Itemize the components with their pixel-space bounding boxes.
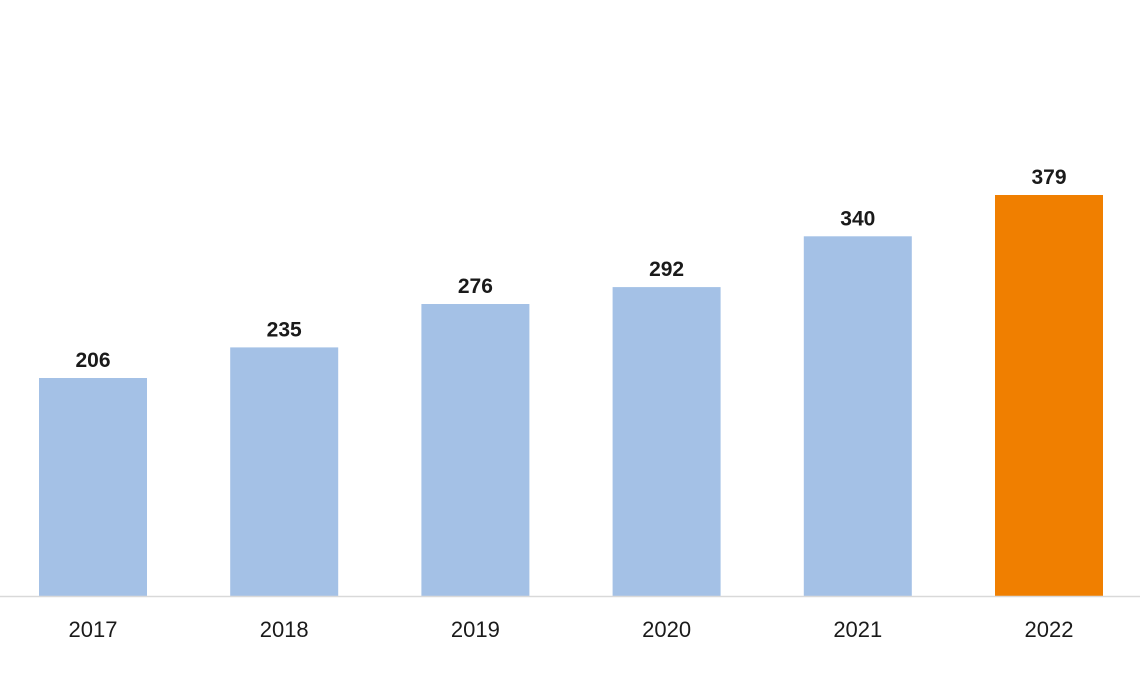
value-label-2019: 276 <box>458 275 493 298</box>
x-tick-label-2021: 2021 <box>833 617 882 642</box>
value-label-2018: 235 <box>267 318 302 341</box>
bar-2019 <box>421 304 530 596</box>
bar-2022 <box>995 195 1103 596</box>
value-label-2017: 206 <box>75 349 110 372</box>
x-tick-label-2017: 2017 <box>69 617 118 642</box>
x-tick-label-2022: 2022 <box>1025 617 1074 642</box>
x-tick-label-2018: 2018 <box>260 617 309 642</box>
bars-group <box>39 195 1103 597</box>
value-label-2021: 340 <box>840 207 875 230</box>
value-labels-group: 206 235 276 292 340 379 <box>75 166 1066 372</box>
bar-2021 <box>803 236 912 597</box>
x-tick-label-2019: 2019 <box>451 617 500 642</box>
x-tick-labels-group: 2017 2018 2019 2020 2021 2022 <box>69 617 1074 642</box>
bar-2017 <box>39 378 147 596</box>
value-label-2022: 379 <box>1031 166 1066 189</box>
x-tick-label-2020: 2020 <box>642 617 691 642</box>
bar-2020 <box>612 287 721 596</box>
bar-2018 <box>230 347 339 596</box>
value-label-2020: 292 <box>649 258 684 281</box>
